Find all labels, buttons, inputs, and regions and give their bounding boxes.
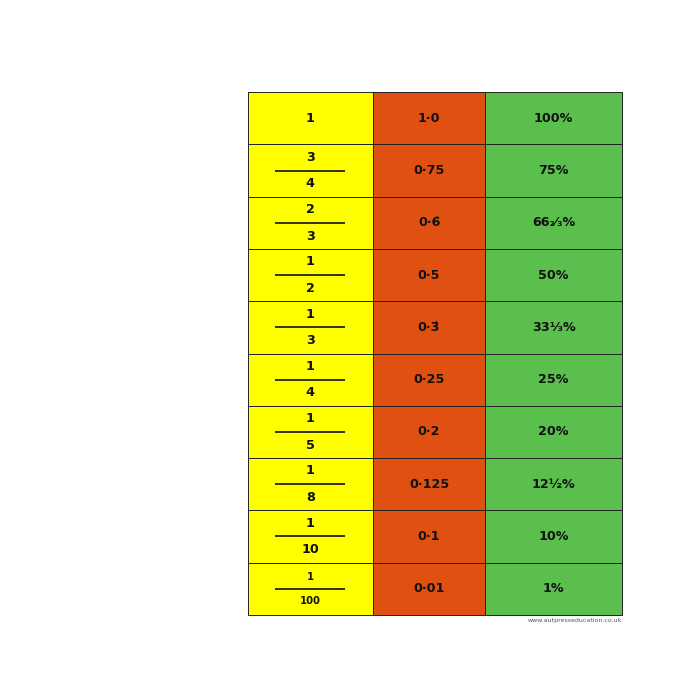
Text: 0·25: 0·25 <box>414 373 444 386</box>
Text: 1: 1 <box>306 464 315 477</box>
Text: 0·75: 0·75 <box>414 164 444 177</box>
Text: 0·1: 0·1 <box>418 530 440 543</box>
Text: 0·01: 0·01 <box>414 582 444 595</box>
Text: 2: 2 <box>306 203 315 216</box>
Text: 8: 8 <box>306 491 315 504</box>
Bar <box>485 197 622 249</box>
Text: 12½%: 12½% <box>532 477 575 491</box>
Text: 1: 1 <box>306 412 315 425</box>
Text: 10%: 10% <box>538 530 569 543</box>
Bar <box>248 354 373 406</box>
Bar <box>485 301 622 354</box>
Bar <box>485 144 622 197</box>
Bar <box>248 92 373 144</box>
Text: 0·2: 0·2 <box>418 426 440 438</box>
Bar <box>248 406 373 458</box>
Text: 50%: 50% <box>538 269 569 281</box>
Text: 1: 1 <box>306 112 315 125</box>
Text: 4: 4 <box>306 177 315 190</box>
Bar <box>373 197 485 249</box>
Bar <box>373 563 485 615</box>
Text: 1: 1 <box>306 517 315 530</box>
Bar <box>485 458 622 510</box>
Text: 3: 3 <box>306 230 315 243</box>
Bar <box>485 249 622 301</box>
Bar <box>248 197 373 249</box>
Text: 33¹⁄₃%: 33¹⁄₃% <box>532 321 575 334</box>
Text: 4: 4 <box>306 386 315 400</box>
Text: 66₂⁄₃%: 66₂⁄₃% <box>532 216 575 230</box>
Text: 25%: 25% <box>538 373 569 386</box>
Text: 3: 3 <box>306 150 315 164</box>
Bar <box>485 406 622 458</box>
Text: 1: 1 <box>306 256 315 268</box>
Bar <box>248 301 373 354</box>
Bar <box>373 406 485 458</box>
Bar <box>248 249 373 301</box>
Bar <box>485 510 622 563</box>
Bar <box>373 458 485 510</box>
Bar <box>373 92 485 144</box>
Text: 0·6̇: 0·6̇ <box>418 216 440 230</box>
Bar <box>373 301 485 354</box>
Text: 20%: 20% <box>538 426 569 438</box>
Text: 1·0: 1·0 <box>418 112 440 125</box>
Bar <box>485 563 622 615</box>
Text: 100%: 100% <box>534 112 573 125</box>
Bar <box>485 92 622 144</box>
Bar <box>373 510 485 563</box>
Text: 1: 1 <box>307 572 314 582</box>
Text: 0·3̇: 0·3̇ <box>418 321 440 334</box>
Text: 10: 10 <box>302 543 319 556</box>
Text: 2: 2 <box>306 282 315 295</box>
Bar <box>373 144 485 197</box>
Bar <box>373 354 485 406</box>
Text: www.autpresseducation.co.uk: www.autpresseducation.co.uk <box>528 617 622 622</box>
Bar <box>248 563 373 615</box>
Text: 1%: 1% <box>542 582 564 595</box>
Bar <box>373 249 485 301</box>
Bar <box>485 354 622 406</box>
Text: 1: 1 <box>306 360 315 373</box>
Text: 1: 1 <box>306 307 315 321</box>
Text: 75%: 75% <box>538 164 569 177</box>
Text: 3: 3 <box>306 334 315 347</box>
Bar <box>248 510 373 563</box>
Text: 0·125: 0·125 <box>409 477 449 491</box>
Bar <box>248 144 373 197</box>
Text: 100: 100 <box>300 596 321 605</box>
Bar <box>248 458 373 510</box>
Text: 0·5: 0·5 <box>418 269 440 281</box>
Text: 5: 5 <box>306 439 315 452</box>
